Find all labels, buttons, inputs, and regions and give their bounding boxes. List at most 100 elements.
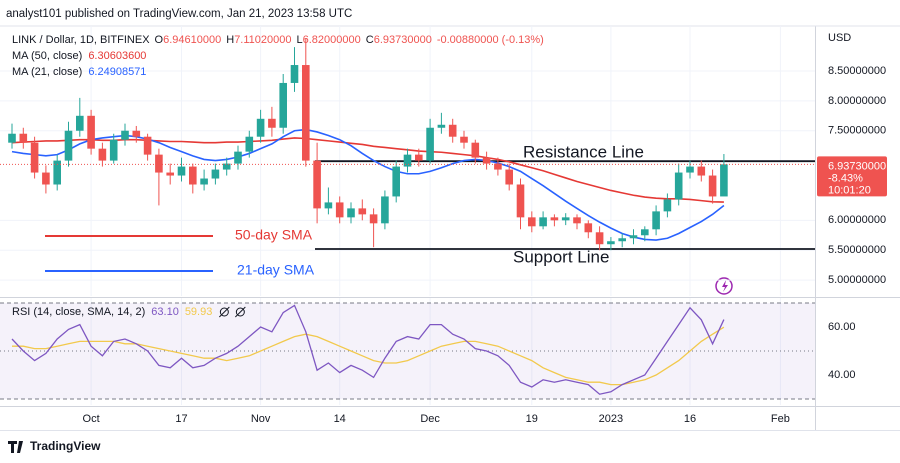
candle-body [539, 217, 547, 227]
candle-body [358, 208, 367, 215]
moving-average-line [11, 128, 725, 241]
candle-body [64, 130, 73, 161]
candle-body [302, 65, 310, 161]
candle-body [166, 172, 174, 176]
candle-body [19, 133, 28, 143]
candle-body [155, 154, 163, 173]
x-tick-label: 2023 [599, 413, 623, 425]
legend-hidden-icon [234, 306, 246, 318]
price-tag-value: 6.93730000 [828, 160, 886, 172]
x-tick-label: 16 [684, 413, 696, 425]
y-tick-label: 60.00 [828, 321, 856, 333]
legend-part: 6.93730000 [374, 34, 432, 46]
legend-part: 63.10 [151, 306, 179, 318]
candle-body [335, 202, 344, 218]
footer-brand: TradingView [30, 439, 101, 453]
ma-legend: MA (21, close) 6.24908571 [12, 66, 146, 78]
candle-body [109, 139, 118, 161]
annotation-label: 21-day SMA [237, 262, 315, 278]
candle-body [177, 166, 186, 176]
price-tag-countdown: 10:01:20 [828, 184, 871, 196]
candle-body [686, 166, 694, 173]
legend-hidden-icon [218, 306, 230, 318]
candle-body [618, 238, 626, 242]
price-tag-change: -8.43% [828, 172, 863, 184]
legend-part: RSI (14, close, SMA, 14, 2) [12, 306, 145, 318]
candle-body [76, 115, 84, 131]
legend-hidden-icon [235, 307, 245, 317]
logo-mark [8, 441, 23, 453]
annotation-label: 50-day SMA [235, 227, 313, 243]
candle-body [245, 136, 254, 152]
rsi-line [11, 304, 725, 395]
legend-part: 6.24908571 [88, 66, 146, 78]
x-tick-label: Oct [83, 413, 100, 425]
candle-body [494, 163, 502, 170]
candle-body [516, 184, 525, 218]
candle-body [369, 214, 378, 224]
candle-body [347, 208, 355, 218]
candle-body [561, 217, 570, 221]
legend-part: 6.94610000 [163, 34, 221, 46]
candle-body [471, 142, 480, 158]
rsi-band-fill [0, 303, 815, 399]
candle-body [460, 136, 468, 143]
candle-body [708, 175, 717, 197]
candle-body [222, 163, 231, 170]
candle-body [189, 166, 197, 185]
y-tick-label: 5.00000000 [828, 274, 886, 286]
candle-body [234, 151, 242, 164]
legend-part: C [366, 34, 374, 46]
candle-body [607, 241, 615, 245]
x-tick-label: 17 [175, 413, 187, 425]
rsi-line [12, 326, 725, 386]
alert-icon [715, 277, 733, 295]
candle-body [200, 178, 208, 185]
legend-hidden-icon [219, 307, 229, 317]
legend-part: 59.93 [185, 306, 213, 318]
candle-body [403, 154, 412, 167]
y-tick-label: 7.50000000 [828, 125, 886, 137]
candle-body [313, 160, 321, 209]
candle-body [279, 82, 287, 128]
candle-body [392, 166, 400, 197]
x-tick-label: Dec [420, 413, 440, 425]
candle-body [290, 65, 299, 83]
price-tag-box [817, 156, 887, 197]
candle-body [663, 199, 672, 212]
alert-circle [715, 277, 733, 295]
candle-body [584, 223, 593, 233]
candle-body [426, 127, 434, 161]
candle-body [641, 229, 649, 236]
currency-label: USD [828, 32, 851, 44]
candle-body [697, 166, 706, 176]
candle-body [595, 232, 604, 245]
legend-part: O [155, 34, 164, 46]
candle-body [8, 133, 16, 143]
candle-body [324, 202, 333, 209]
candle-body [268, 118, 276, 128]
footer-logo: TradingView [8, 439, 101, 453]
candle-body [132, 130, 141, 137]
candle-body [652, 211, 660, 230]
candle-body [87, 115, 95, 149]
candle-body [211, 169, 220, 179]
candle-body [720, 164, 728, 197]
level-label: Support Line [513, 247, 609, 266]
legend-part: 6.82000000 [303, 34, 361, 46]
publisher-line: analyst101 published on TradingView.com,… [6, 8, 352, 20]
candle-body [415, 154, 423, 161]
candle-body [550, 217, 559, 221]
candle-body [573, 217, 581, 224]
candle-body [53, 160, 61, 185]
x-tick-label: 19 [526, 413, 538, 425]
y-tick-label: 40.00 [828, 369, 856, 381]
candle-body [121, 130, 129, 140]
moving-average-line [11, 137, 724, 203]
rsi-legend: RSI (14, close, SMA, 14, 2) 63.10 59.93 [12, 306, 212, 318]
x-tick-label: Nov [251, 413, 271, 425]
alert-bolt [722, 280, 728, 292]
candle-body [528, 217, 536, 227]
